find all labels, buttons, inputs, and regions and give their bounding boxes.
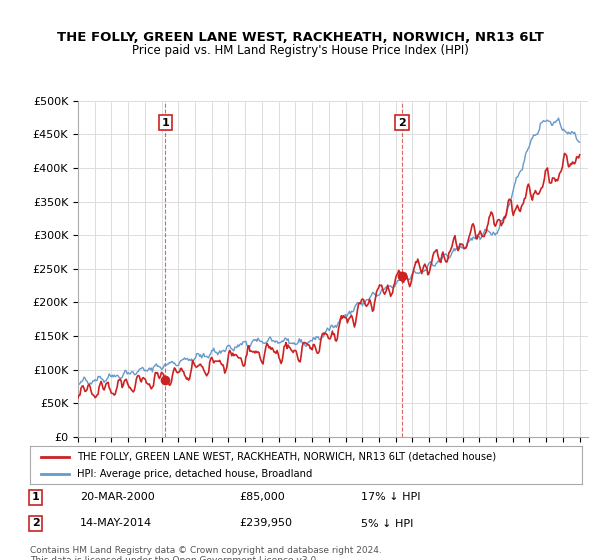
Text: 14-MAY-2014: 14-MAY-2014 (80, 519, 152, 529)
Text: THE FOLLY, GREEN LANE WEST, RACKHEATH, NORWICH, NR13 6LT (detached house): THE FOLLY, GREEN LANE WEST, RACKHEATH, N… (77, 451, 496, 461)
Text: THE FOLLY, GREEN LANE WEST, RACKHEATH, NORWICH, NR13 6LT: THE FOLLY, GREEN LANE WEST, RACKHEATH, N… (56, 31, 544, 44)
Text: 5% ↓ HPI: 5% ↓ HPI (361, 519, 413, 529)
Text: 20-MAR-2000: 20-MAR-2000 (80, 492, 154, 502)
Text: 1: 1 (161, 118, 169, 128)
Text: 2: 2 (32, 519, 40, 529)
Text: £85,000: £85,000 (240, 492, 286, 502)
Text: Price paid vs. HM Land Registry's House Price Index (HPI): Price paid vs. HM Land Registry's House … (131, 44, 469, 57)
Text: Contains HM Land Registry data © Crown copyright and database right 2024.
This d: Contains HM Land Registry data © Crown c… (30, 546, 382, 560)
Text: 17% ↓ HPI: 17% ↓ HPI (361, 492, 421, 502)
Text: £239,950: £239,950 (240, 519, 293, 529)
Text: 2: 2 (398, 118, 406, 128)
Text: HPI: Average price, detached house, Broadland: HPI: Average price, detached house, Broa… (77, 469, 312, 479)
Text: 1: 1 (32, 492, 40, 502)
